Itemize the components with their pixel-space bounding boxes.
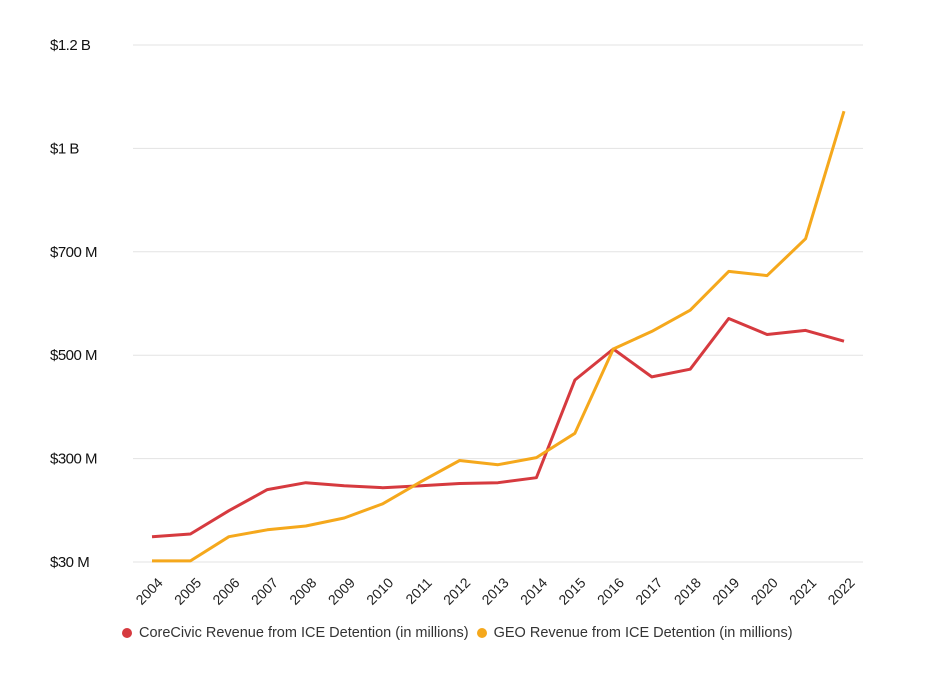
x-tick-label: 2015 bbox=[555, 574, 588, 607]
geo-point-2017[interactable] bbox=[650, 329, 654, 333]
geo-point-2021[interactable] bbox=[804, 237, 808, 241]
legend-item-corecivic[interactable]: CoreCivic Revenue from ICE Detention (in… bbox=[122, 625, 469, 641]
corecivic-point-2019[interactable] bbox=[727, 316, 731, 320]
x-tick-label: 2022 bbox=[824, 574, 857, 607]
gridlines bbox=[133, 44, 863, 563]
corecivic-point-2010[interactable] bbox=[381, 486, 385, 490]
x-tick-label: 2014 bbox=[517, 574, 550, 607]
x-tick-label: 2006 bbox=[209, 574, 242, 607]
x-tick-label: 2005 bbox=[171, 574, 204, 607]
x-tick-label: 2009 bbox=[325, 574, 358, 607]
x-tick-label: 2021 bbox=[786, 574, 819, 607]
geo-point-2005[interactable] bbox=[188, 559, 192, 563]
geo-point-2009[interactable] bbox=[342, 516, 346, 520]
series-line-corecivic[interactable] bbox=[151, 317, 845, 539]
corecivic-point-2006[interactable] bbox=[227, 509, 231, 513]
x-tick-label: 2012 bbox=[440, 574, 473, 607]
x-tick-label: 2013 bbox=[478, 574, 511, 607]
legend: CoreCivic Revenue from ICE Detention (in… bbox=[122, 625, 801, 641]
corecivic-point-2015[interactable] bbox=[573, 378, 577, 382]
x-tick-label: 2011 bbox=[402, 574, 435, 607]
corecivic-point-2011[interactable] bbox=[419, 484, 423, 488]
y-tick-label: $30 M bbox=[50, 554, 89, 571]
y-tick-label: $300 M bbox=[50, 451, 97, 468]
geo-point-2011[interactable] bbox=[419, 480, 423, 484]
corecivic-point-2004[interactable] bbox=[150, 535, 154, 539]
corecivic-point-2012[interactable] bbox=[458, 481, 462, 485]
geo-point-2018[interactable] bbox=[688, 308, 692, 312]
legend-item-geo[interactable]: GEO Revenue from ICE Detention (in milli… bbox=[476, 625, 793, 641]
y-tick-label: $1 B bbox=[50, 140, 79, 157]
corecivic-point-2009[interactable] bbox=[342, 484, 346, 488]
legend-marker-geo bbox=[476, 628, 487, 638]
x-tick-label: 2016 bbox=[594, 574, 627, 607]
corecivic-point-2007[interactable] bbox=[265, 488, 269, 492]
geo-point-2019[interactable] bbox=[727, 269, 731, 273]
corecivic-point-2014[interactable] bbox=[534, 476, 538, 480]
geo-point-2012[interactable] bbox=[458, 459, 462, 463]
x-tick-label: 2008 bbox=[286, 574, 319, 607]
corecivic-point-2021[interactable] bbox=[804, 328, 808, 332]
corecivic-point-2013[interactable] bbox=[496, 481, 500, 485]
geo-point-2006[interactable] bbox=[227, 535, 231, 539]
geo-point-2008[interactable] bbox=[304, 524, 308, 528]
legend-marker-corecivic bbox=[122, 628, 132, 638]
geo-point-2013[interactable] bbox=[496, 463, 500, 467]
x-tick-label: 2018 bbox=[671, 574, 704, 607]
x-tick-label: 2007 bbox=[248, 574, 281, 607]
geo-point-2007[interactable] bbox=[265, 528, 269, 532]
legend-label-corecivic: CoreCivic Revenue from ICE Detention (in… bbox=[139, 625, 469, 641]
corecivic-point-2017[interactable] bbox=[650, 375, 654, 379]
geo-point-2020[interactable] bbox=[765, 274, 769, 278]
x-tick-label: 2004 bbox=[132, 574, 165, 607]
geo-point-2015[interactable] bbox=[573, 431, 577, 435]
geo-point-2014[interactable] bbox=[534, 456, 538, 460]
series-line-geo[interactable] bbox=[152, 110, 846, 563]
x-tick-label: 2019 bbox=[709, 574, 742, 607]
x-tick-label: 2020 bbox=[748, 574, 781, 607]
series-lines bbox=[150, 109, 846, 563]
y-tick-label: $1.2 B bbox=[50, 37, 91, 54]
corecivic-point-2005[interactable] bbox=[188, 532, 192, 536]
legend-label-geo: GEO Revenue from ICE Detention (in milli… bbox=[493, 625, 793, 641]
x-tick-label: 2010 bbox=[363, 574, 396, 607]
x-axis-ticks: 2004 2005 2006 2007 2008 2009 2010 2011 2012 2013… bbox=[132, 574, 857, 607]
geo-point-2022[interactable] bbox=[842, 109, 846, 113]
geo-point-2010[interactable] bbox=[381, 502, 385, 506]
x-tick-label: 2017 bbox=[632, 574, 665, 607]
y-axis-ticks: $30 M $300 M $500 M $700 M $1 B $1.2 B bbox=[50, 37, 98, 571]
corecivic-point-2008[interactable] bbox=[304, 481, 308, 485]
corecivic-point-2020[interactable] bbox=[765, 333, 769, 337]
corecivic-point-2018[interactable] bbox=[688, 367, 692, 371]
geo-point-2016[interactable] bbox=[611, 347, 615, 351]
corecivic-point-2022[interactable] bbox=[842, 339, 846, 343]
y-tick-label: $500 M bbox=[50, 347, 97, 364]
y-tick-label: $700 M bbox=[50, 244, 97, 261]
geo-point-2004[interactable] bbox=[150, 559, 154, 563]
